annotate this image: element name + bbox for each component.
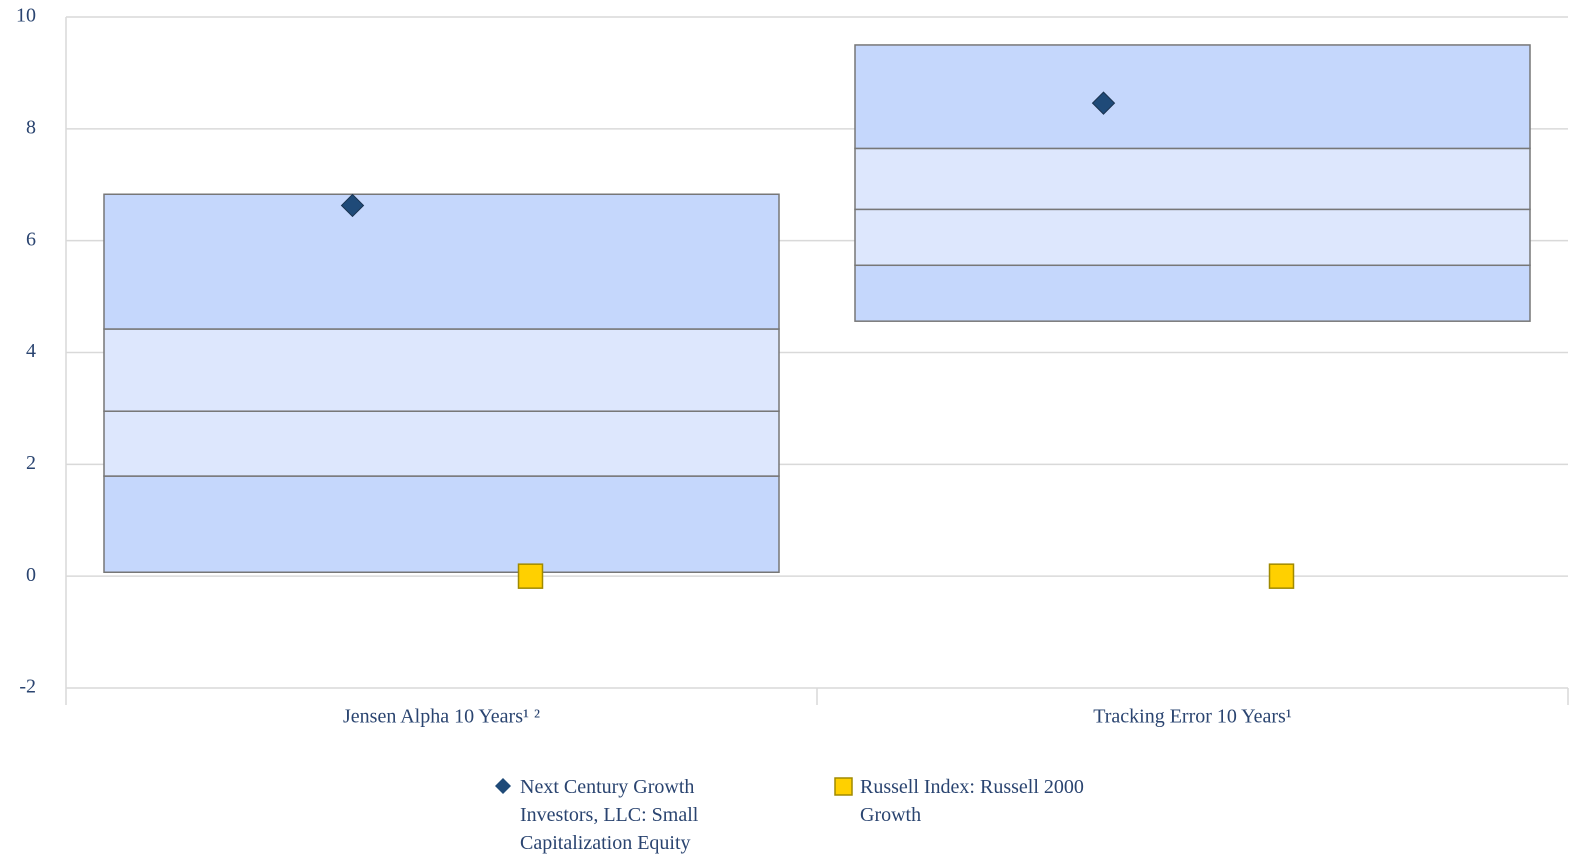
percentile-band bbox=[854, 208, 1531, 267]
percentile-band bbox=[103, 475, 780, 574]
legend-square bbox=[834, 777, 853, 796]
y-tick-label: 10 bbox=[16, 5, 36, 27]
legend-label: Russell Index: Russell 2000 Growth bbox=[860, 776, 1084, 826]
x-tick-label: Jensen Alpha 10 Years¹ ² bbox=[343, 706, 540, 728]
percentile-band bbox=[854, 147, 1531, 211]
percentile-band bbox=[854, 264, 1531, 322]
percentile-band bbox=[103, 193, 780, 330]
legend-icon bbox=[834, 777, 853, 796]
square-marker bbox=[1268, 563, 1295, 589]
square-marker bbox=[517, 563, 544, 589]
y-tick-label: 4 bbox=[26, 340, 36, 362]
legend-diamond bbox=[495, 778, 511, 794]
legend-item: Russell Index: Russell 2000 Growth bbox=[834, 773, 1090, 829]
chart: -2 0 2 4 6 8 10 Jensen Alpha 10 Years¹ ² Trackin… bbox=[16, 5, 1569, 728]
percentile-band bbox=[854, 44, 1531, 150]
y-tick-label: 2 bbox=[26, 452, 36, 474]
diamond-marker bbox=[340, 193, 365, 218]
legend-item: Next Century Growth Investors, LLC: Smal… bbox=[495, 773, 750, 857]
y-tick-label: 8 bbox=[26, 116, 36, 138]
legend-icon bbox=[495, 778, 511, 794]
diamond-marker bbox=[1091, 91, 1116, 115]
percentile-band bbox=[103, 328, 780, 412]
x-tick-label: Tracking Error 10 Years¹ bbox=[1093, 706, 1292, 728]
percentile-band bbox=[103, 410, 780, 477]
y-tick-label: 0 bbox=[26, 564, 36, 586]
y-tick-label: 6 bbox=[26, 228, 36, 250]
y-tick-label: -2 bbox=[19, 676, 36, 698]
legend-label: Next Century Growth Investors, LLC: Smal… bbox=[520, 776, 699, 854]
